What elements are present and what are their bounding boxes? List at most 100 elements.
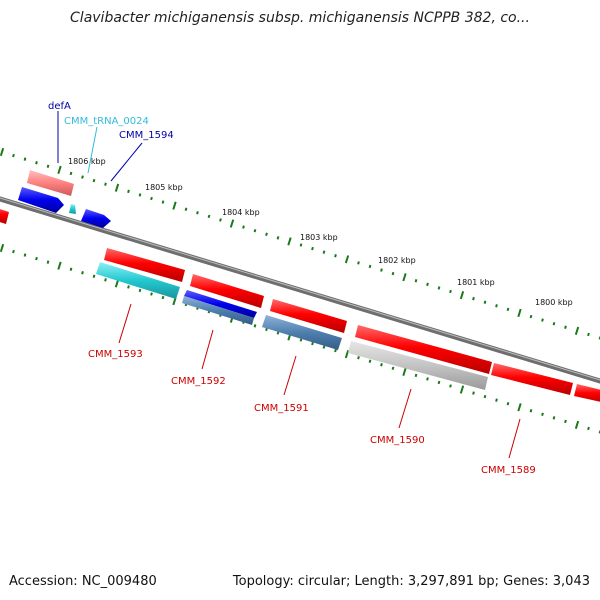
outer-track-minor-tick: [276, 236, 280, 240]
outer-track-minor-tick: [414, 279, 418, 283]
forward-features[interactable]: [0, 170, 111, 228]
inner-track-minor-tick: [161, 295, 165, 300]
outer-track-major-tick: [402, 273, 407, 282]
outer-track-minor-tick: [35, 161, 38, 165]
label-cmm-1592[interactable]: CMM_1592: [171, 376, 226, 387]
inner-track-minor-tick: [253, 324, 257, 328]
inner-track-minor-tick: [506, 402, 510, 406]
gene-left-edge[interactable]: [0, 206, 9, 224]
inner-track-minor-tick: [12, 249, 15, 254]
label-cmm-1590[interactable]: CMM_1590: [370, 435, 425, 446]
inner-track-major-tick: [114, 279, 120, 288]
outer-track-major-tick: [229, 219, 235, 228]
inner-track-major-tick: [402, 367, 407, 376]
scale-labels: 1806 kbp 1805 kbp 1804 kbp 1803 kbp 1802…: [68, 157, 573, 307]
outer-track-major-tick: [517, 308, 522, 318]
gene-red-2[interactable]: [190, 274, 264, 308]
tick-label-1803: 1803 kbp: [300, 233, 338, 242]
gene-red-5[interactable]: [491, 363, 573, 395]
label-cmm-1594[interactable]: CMM_1594: [119, 130, 174, 141]
gene-red-4[interactable]: [355, 325, 492, 374]
inner-track-major-tick: [0, 243, 5, 253]
inner-track-major-tick: [57, 261, 62, 270]
outer-track-minor-tick: [81, 175, 84, 179]
outer-track-minor-tick: [23, 157, 27, 161]
gene-red-1[interactable]: [104, 248, 185, 282]
outer-track-minor-tick: [299, 243, 303, 247]
outer-tick-track: [0, 147, 600, 340]
reverse-features[interactable]: [96, 248, 600, 404]
outer-track-minor-tick: [587, 332, 590, 337]
outer-track-minor-tick: [219, 218, 222, 222]
label-defA[interactable]: defA: [48, 101, 71, 112]
map-title: Clavibacter michiganensis subsp. michiga…: [70, 10, 530, 26]
label-cmm-1591[interactable]: CMM_1591: [254, 403, 309, 414]
inner-track-minor-tick: [357, 356, 360, 360]
outer-track-minor-tick: [380, 268, 383, 272]
label-cmm-tRNA-0024[interactable]: CMM_tRNA_0024: [64, 116, 149, 127]
inner-tick-track: [0, 243, 600, 434]
inner-track-major-tick: [574, 420, 580, 430]
outer-track-minor-tick: [161, 200, 165, 204]
tick-label-1804: 1804 kbp: [222, 208, 260, 217]
gene-red-3[interactable]: [270, 299, 347, 333]
inner-track-minor-tick: [529, 409, 533, 413]
genome-summary-text: Topology: circular; Length: 3,297,891 bp…: [232, 574, 590, 589]
inner-track-minor-tick: [564, 419, 567, 424]
inner-track-minor-tick: [81, 271, 84, 275]
outer-track-minor-tick: [138, 193, 142, 197]
inner-track-major-tick: [517, 403, 522, 412]
inner-track-minor-tick: [46, 260, 50, 264]
gene-red-6[interactable]: [574, 384, 600, 404]
inner-track-minor-tick: [391, 366, 395, 370]
gene-labels: defA CMM_tRNA_0024 CMM_1594 CMM_1593 CMM…: [48, 101, 536, 476]
outer-track-minor-tick: [104, 182, 107, 186]
label-cmm-1593[interactable]: CMM_1593: [88, 349, 143, 360]
outer-track-minor-tick: [322, 250, 326, 254]
tick-label-1805: 1805 kbp: [145, 183, 183, 192]
gene-gray-1590[interactable]: [348, 341, 488, 390]
inner-track-minor-tick: [23, 253, 27, 257]
outer-track-major-tick: [57, 165, 62, 175]
inner-track-minor-tick: [426, 377, 429, 381]
inner-track-minor-tick: [587, 426, 590, 431]
gene-cmm-1595[interactable]: [18, 187, 64, 213]
gene-blue-1592[interactable]: [184, 290, 257, 318]
label-cmm-1589[interactable]: CMM_1589: [481, 465, 536, 476]
gene-steel-1591[interactable]: [262, 315, 342, 350]
outer-track-minor-tick: [253, 229, 257, 233]
inner-track-minor-tick: [541, 412, 544, 416]
inner-track-minor-tick: [299, 338, 303, 342]
outer-track-minor-tick: [529, 314, 533, 319]
tick-label-1802: 1802 kbp: [378, 256, 416, 265]
inner-track-minor-tick: [138, 288, 142, 293]
tick-label-1800: 1800 kbp: [535, 298, 573, 307]
outer-track-minor-tick: [196, 211, 199, 215]
gene-cmm-tRNA-0024[interactable]: [69, 204, 76, 214]
outer-track-minor-tick: [472, 296, 475, 301]
outer-track-minor-tick: [334, 254, 337, 258]
inner-track-minor-tick: [472, 391, 475, 395]
gene-cmm-1594[interactable]: [81, 209, 111, 228]
tick-label-1801: 1801 kbp: [457, 278, 495, 287]
tick-label-1806: 1806 kbp: [68, 157, 106, 166]
outer-track-minor-tick: [207, 214, 211, 219]
gene-cyan-1593[interactable]: [96, 262, 180, 299]
gene-defA[interactable]: [27, 170, 74, 196]
gene-steel-1592[interactable]: [182, 296, 254, 325]
outer-track-minor-tick: [69, 171, 73, 176]
outer-track-major-tick: [459, 290, 465, 300]
outer-track-minor-tick: [265, 232, 268, 236]
inner-track-minor-tick: [311, 341, 314, 346]
inner-track-minor-tick: [127, 285, 130, 289]
inner-track-minor-tick: [437, 380, 441, 385]
outer-track-minor-tick: [564, 325, 567, 329]
outer-track-minor-tick: [12, 153, 15, 158]
inner-track-minor-tick: [92, 274, 96, 278]
outer-track-major-tick: [172, 201, 177, 210]
outer-track-major-tick: [287, 237, 292, 246]
outer-track-minor-tick: [127, 189, 130, 194]
backbone: [0, 196, 600, 384]
outer-track-minor-tick: [311, 246, 314, 251]
